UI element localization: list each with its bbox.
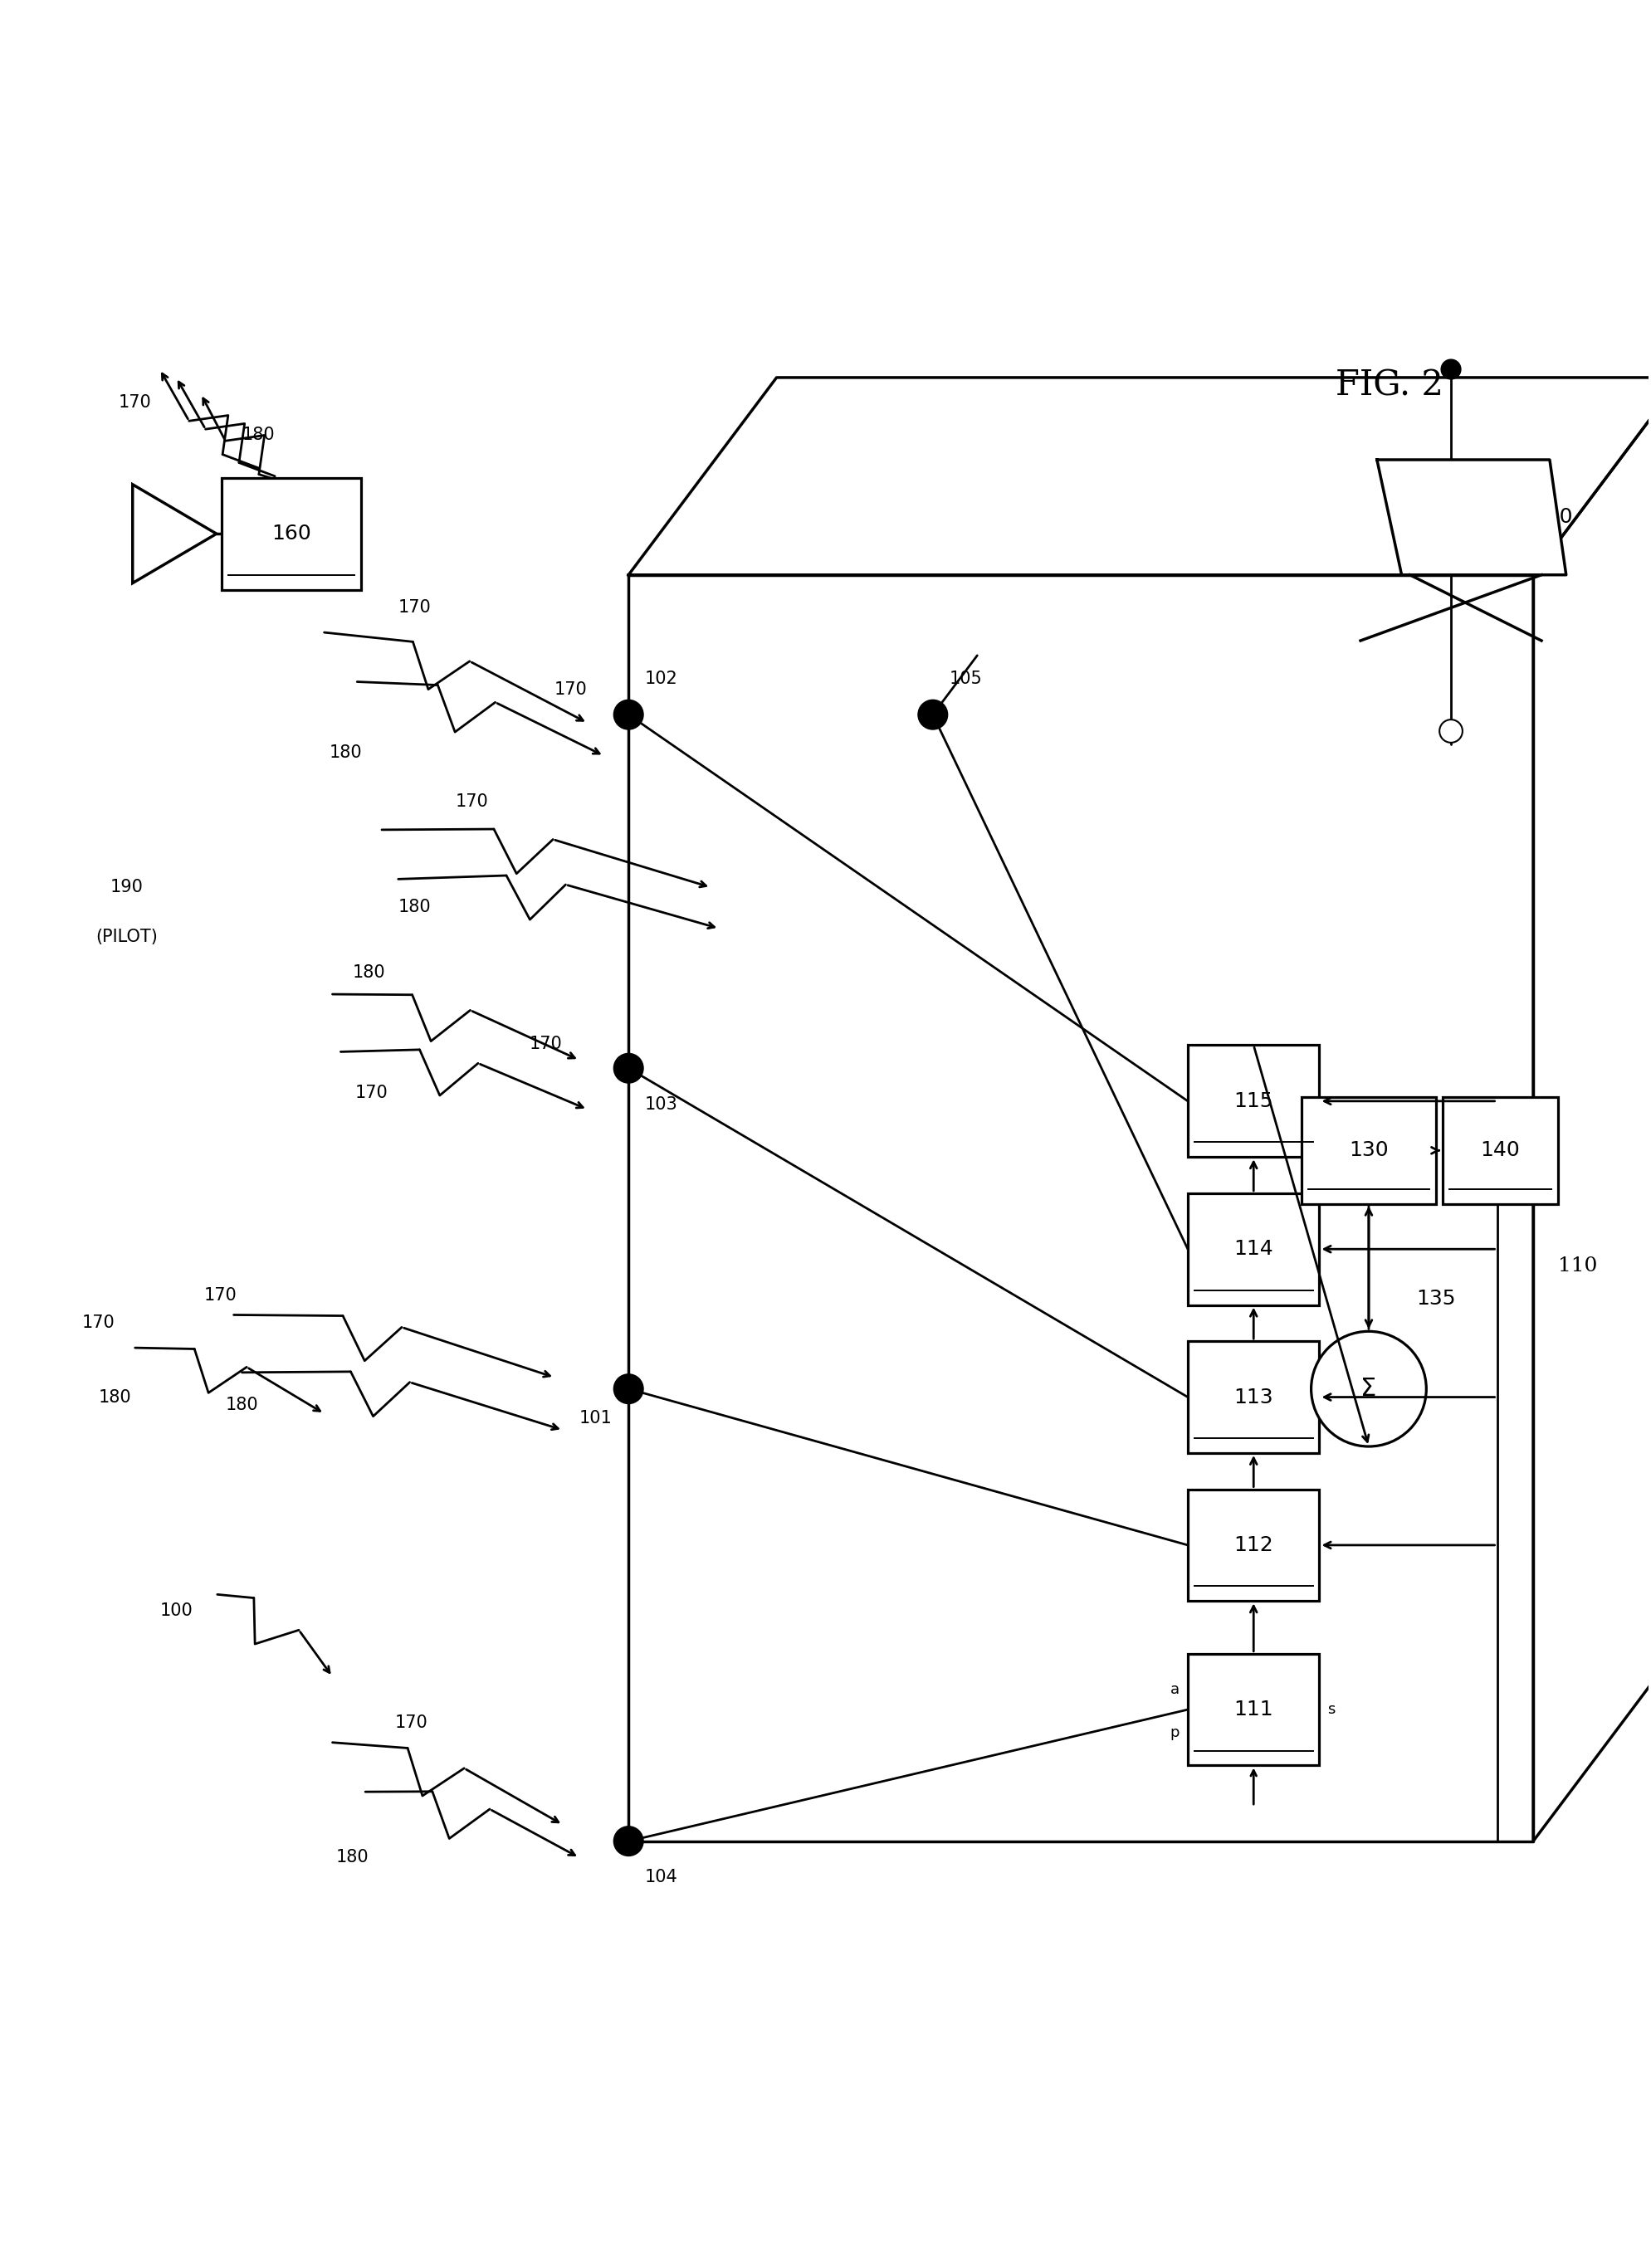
Circle shape [614, 1826, 642, 1855]
Text: 103: 103 [644, 1095, 677, 1114]
Circle shape [614, 1052, 642, 1084]
Text: 110: 110 [1557, 1256, 1597, 1275]
Bar [1301, 1098, 1435, 1204]
Text: 180: 180 [241, 426, 274, 442]
Text: 170: 170 [119, 395, 152, 411]
Text: 104: 104 [644, 1869, 677, 1885]
Text: 105: 105 [949, 669, 982, 687]
Text: 140: 140 [1479, 1141, 1519, 1161]
Circle shape [1440, 358, 1459, 379]
Text: 113: 113 [1233, 1388, 1273, 1406]
Text: 100: 100 [160, 1603, 193, 1619]
Text: 170: 170 [555, 683, 588, 699]
Text: 190: 190 [111, 880, 144, 896]
Bar [1187, 1490, 1319, 1601]
Bar [1187, 1046, 1319, 1157]
Bar [1187, 1193, 1319, 1304]
Text: 114: 114 [1233, 1238, 1273, 1259]
Text: 101: 101 [580, 1411, 613, 1427]
Text: 112: 112 [1233, 1535, 1273, 1556]
Text: 180: 180 [99, 1388, 132, 1406]
Text: p: p [1169, 1726, 1179, 1740]
Text: 115: 115 [1233, 1091, 1273, 1111]
Bar [1441, 1098, 1557, 1204]
Text: 180: 180 [335, 1848, 368, 1867]
Polygon shape [1377, 460, 1565, 574]
Text: 170: 170 [456, 794, 489, 810]
Text: Σ: Σ [1360, 1377, 1375, 1402]
Text: 130: 130 [1349, 1141, 1388, 1161]
Text: 170: 170 [355, 1084, 388, 1102]
Text: s: s [1327, 1701, 1334, 1717]
Text: FIG. 2: FIG. 2 [1336, 367, 1443, 404]
Circle shape [1438, 719, 1461, 742]
Text: 160: 160 [271, 524, 310, 544]
Text: 170: 170 [530, 1034, 563, 1052]
Text: 170: 170 [395, 1715, 428, 1730]
Text: (PILOT): (PILOT) [96, 928, 158, 946]
Text: 170: 170 [83, 1315, 116, 1331]
Text: 135: 135 [1417, 1288, 1455, 1309]
Text: 170: 170 [398, 599, 431, 617]
Text: 170: 170 [205, 1286, 236, 1304]
Text: 102: 102 [644, 669, 677, 687]
Text: 180: 180 [398, 898, 431, 916]
Text: 150: 150 [1532, 508, 1572, 526]
Circle shape [918, 701, 948, 730]
Circle shape [1311, 1331, 1425, 1447]
Text: 120: 120 [1242, 1370, 1281, 1390]
Circle shape [614, 1374, 642, 1404]
Text: 180: 180 [226, 1397, 258, 1413]
Text: a: a [1171, 1683, 1179, 1696]
Text: 180: 180 [329, 744, 362, 760]
Circle shape [614, 701, 642, 730]
Bar [221, 479, 362, 590]
Text: 111: 111 [1233, 1699, 1273, 1719]
Text: 180: 180 [352, 964, 385, 982]
Bar [1187, 1340, 1319, 1454]
Bar [1187, 1653, 1319, 1765]
